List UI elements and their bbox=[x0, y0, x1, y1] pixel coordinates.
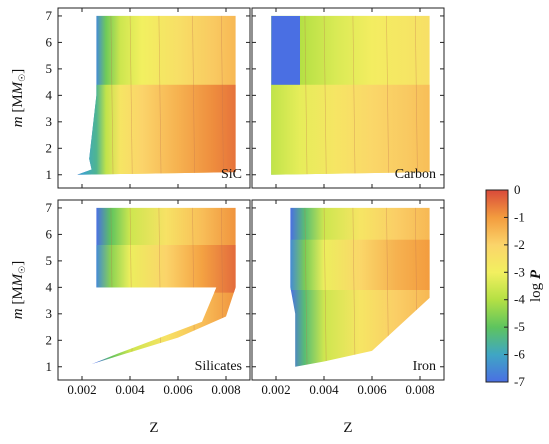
contour-line bbox=[386, 15, 390, 175]
contour-line bbox=[192, 15, 196, 175]
panel-sic: SiC bbox=[57, 7, 251, 189]
colorbar-tick-label: -5 bbox=[514, 319, 525, 334]
y-tick-label: 2 bbox=[46, 332, 53, 347]
y-tick-label: 7 bbox=[46, 200, 53, 215]
y-tick-label: 3 bbox=[46, 306, 53, 321]
x-tick-label: 0.008 bbox=[405, 382, 434, 397]
contour-line bbox=[414, 15, 418, 175]
panel-iron: Iron bbox=[251, 199, 445, 381]
colorbar-label: log P bbox=[528, 269, 544, 302]
x-tick-label: 0.006 bbox=[163, 382, 193, 397]
axes: 1 2 3 4 5 6 7 0.002 0.004 0.006 0.008 1 2 3 4 5 6 7 0.002 0… bbox=[10, 8, 435, 436]
panel-frame bbox=[251, 199, 445, 381]
panel-frame bbox=[57, 7, 251, 189]
y-axis-label: m [MM☉] bbox=[10, 261, 27, 320]
panel-label: Silicates bbox=[195, 359, 242, 374]
panel-label: Carbon bbox=[395, 167, 436, 182]
y-tick-label: 5 bbox=[46, 253, 53, 268]
panel-carbon: Carbon bbox=[251, 7, 445, 189]
colorbar-tick-label: -3 bbox=[514, 264, 525, 279]
y-tick-label: 3 bbox=[46, 114, 53, 129]
x-axis-label: Z bbox=[149, 420, 158, 436]
colorbar-gradient bbox=[485, 189, 509, 383]
y-tick-label: 1 bbox=[46, 167, 53, 182]
panels: SiC Carbon Silicates Iron bbox=[57, 7, 445, 381]
heatmap-band bbox=[290, 239, 430, 290]
x-tick-label: 0.004 bbox=[115, 382, 145, 397]
x-axis-label: Z bbox=[343, 420, 352, 436]
x-tick-label: 0.002 bbox=[67, 382, 96, 397]
x-tick-label: 0.002 bbox=[261, 382, 290, 397]
contour-line bbox=[323, 15, 327, 175]
colorbar-tick-label: -4 bbox=[514, 292, 525, 307]
contour-line bbox=[352, 207, 356, 367]
contour-line bbox=[220, 15, 224, 175]
colorbar-tick-label: -6 bbox=[514, 347, 525, 362]
heatmap-patch bbox=[271, 15, 300, 85]
panel-label: Iron bbox=[413, 359, 436, 374]
contour-line bbox=[304, 15, 308, 175]
y-tick-label: 1 bbox=[46, 359, 53, 374]
y-tick-label: 6 bbox=[46, 34, 53, 49]
contour-line bbox=[352, 15, 356, 175]
contour-line bbox=[304, 207, 308, 367]
y-tick-label: 2 bbox=[46, 140, 53, 155]
contour-line bbox=[110, 15, 114, 175]
colorbar: 0 -1 -2 -3 -4 -5 -6 -7 log P bbox=[485, 182, 544, 389]
panel-frame bbox=[251, 7, 445, 189]
x-tick-label: 0.006 bbox=[357, 382, 387, 397]
colorbar-tick-label: 0 bbox=[514, 182, 521, 197]
contour-line bbox=[323, 207, 327, 367]
heatmap-band bbox=[91, 245, 236, 293]
colorbar-tick-label: -7 bbox=[514, 374, 525, 389]
x-tick-label: 0.008 bbox=[211, 382, 240, 397]
y-tick-label: 6 bbox=[46, 226, 53, 241]
heatmap-band bbox=[271, 84, 430, 175]
colorbar-tick-label: -2 bbox=[514, 237, 525, 252]
y-tick-label: 4 bbox=[46, 279, 53, 294]
y-axis-label: m [MM☉] bbox=[10, 69, 27, 128]
y-tick-label: 5 bbox=[46, 61, 53, 76]
y-tick-label: 7 bbox=[46, 8, 53, 23]
colorbar-tick-label: -1 bbox=[514, 209, 525, 224]
panel-frame bbox=[57, 199, 251, 381]
contour-line bbox=[129, 15, 133, 175]
panel-label: SiC bbox=[221, 167, 242, 182]
x-tick-label: 0.004 bbox=[309, 382, 339, 397]
panel-silicates: Silicates bbox=[57, 199, 251, 381]
y-tick-label: 4 bbox=[46, 87, 53, 102]
heatmap-band bbox=[77, 84, 236, 175]
contour-line bbox=[158, 15, 162, 175]
